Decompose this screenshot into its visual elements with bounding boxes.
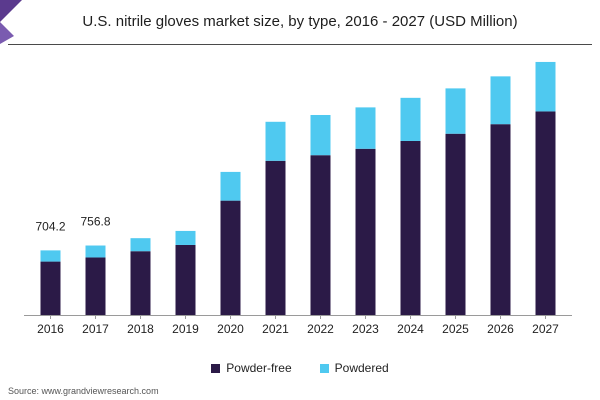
x-tick-label-2019: 2019 xyxy=(172,322,199,336)
bar-powdered-2023 xyxy=(355,107,376,149)
chart-legend: Powder-free Powdered xyxy=(0,359,600,377)
title-divider xyxy=(8,44,592,45)
bar-powder-free-2025 xyxy=(445,133,466,315)
bar-powder-free-2016 xyxy=(40,261,61,315)
bar-powder-free-2027 xyxy=(535,111,556,316)
bar-powdered-2026 xyxy=(490,76,511,125)
legend-label-powder-free: Powder-free xyxy=(226,361,292,375)
bar-powder-free-2024 xyxy=(400,140,421,315)
x-tick-label-2023: 2023 xyxy=(352,322,379,336)
bar-powdered-2024 xyxy=(400,97,421,141)
bar-powder-free-2026 xyxy=(490,124,511,316)
x-tick-label-2020: 2020 xyxy=(217,322,244,336)
bar-powdered-2025 xyxy=(445,88,466,134)
x-tick-label-2025: 2025 xyxy=(442,322,469,336)
bar-powder-free-2022 xyxy=(310,155,331,315)
brand-corner-mark xyxy=(0,0,22,44)
x-tick-label-2016: 2016 xyxy=(37,322,64,336)
bar-powdered-2017 xyxy=(85,245,106,258)
x-tick-label-2021: 2021 xyxy=(262,322,289,336)
legend-label-powdered: Powdered xyxy=(334,361,389,375)
bar-powdered-2018 xyxy=(130,238,151,252)
data-label-2016: 704.2 xyxy=(35,219,65,233)
bar-powder-free-2018 xyxy=(130,251,151,315)
bar-powdered-2019 xyxy=(175,230,196,245)
legend-item-powder-free: Powder-free xyxy=(211,359,292,377)
bar-powder-free-2019 xyxy=(175,244,196,315)
bar-powdered-2027 xyxy=(535,61,556,112)
source-note: Source: www.grandviewresearch.com xyxy=(8,386,159,396)
bar-powdered-2016 xyxy=(40,250,61,262)
bar-powdered-2022 xyxy=(310,114,331,156)
x-tick-label-2018: 2018 xyxy=(127,322,154,336)
bar-powdered-2021 xyxy=(265,121,286,161)
bar-powder-free-2020 xyxy=(220,200,241,315)
data-label-2017: 756.8 xyxy=(80,215,110,229)
legend-item-powdered: Powdered xyxy=(319,359,389,377)
x-tick-label-2017: 2017 xyxy=(82,322,109,336)
legend-swatch-powder-free xyxy=(211,363,221,373)
bar-powder-free-2017 xyxy=(85,257,106,315)
chart-title: U.S. nitrile gloves market size, by type… xyxy=(82,13,518,30)
legend-swatch-powdered xyxy=(319,363,329,373)
bar-powder-free-2021 xyxy=(265,160,286,315)
x-tick-label-2024: 2024 xyxy=(397,322,424,336)
x-tick-label-2022: 2022 xyxy=(307,322,334,336)
x-tick-label-2027: 2027 xyxy=(532,322,559,336)
x-tick-label-2026: 2026 xyxy=(487,322,514,336)
bar-powdered-2020 xyxy=(220,171,241,201)
bar-powder-free-2023 xyxy=(355,148,376,315)
